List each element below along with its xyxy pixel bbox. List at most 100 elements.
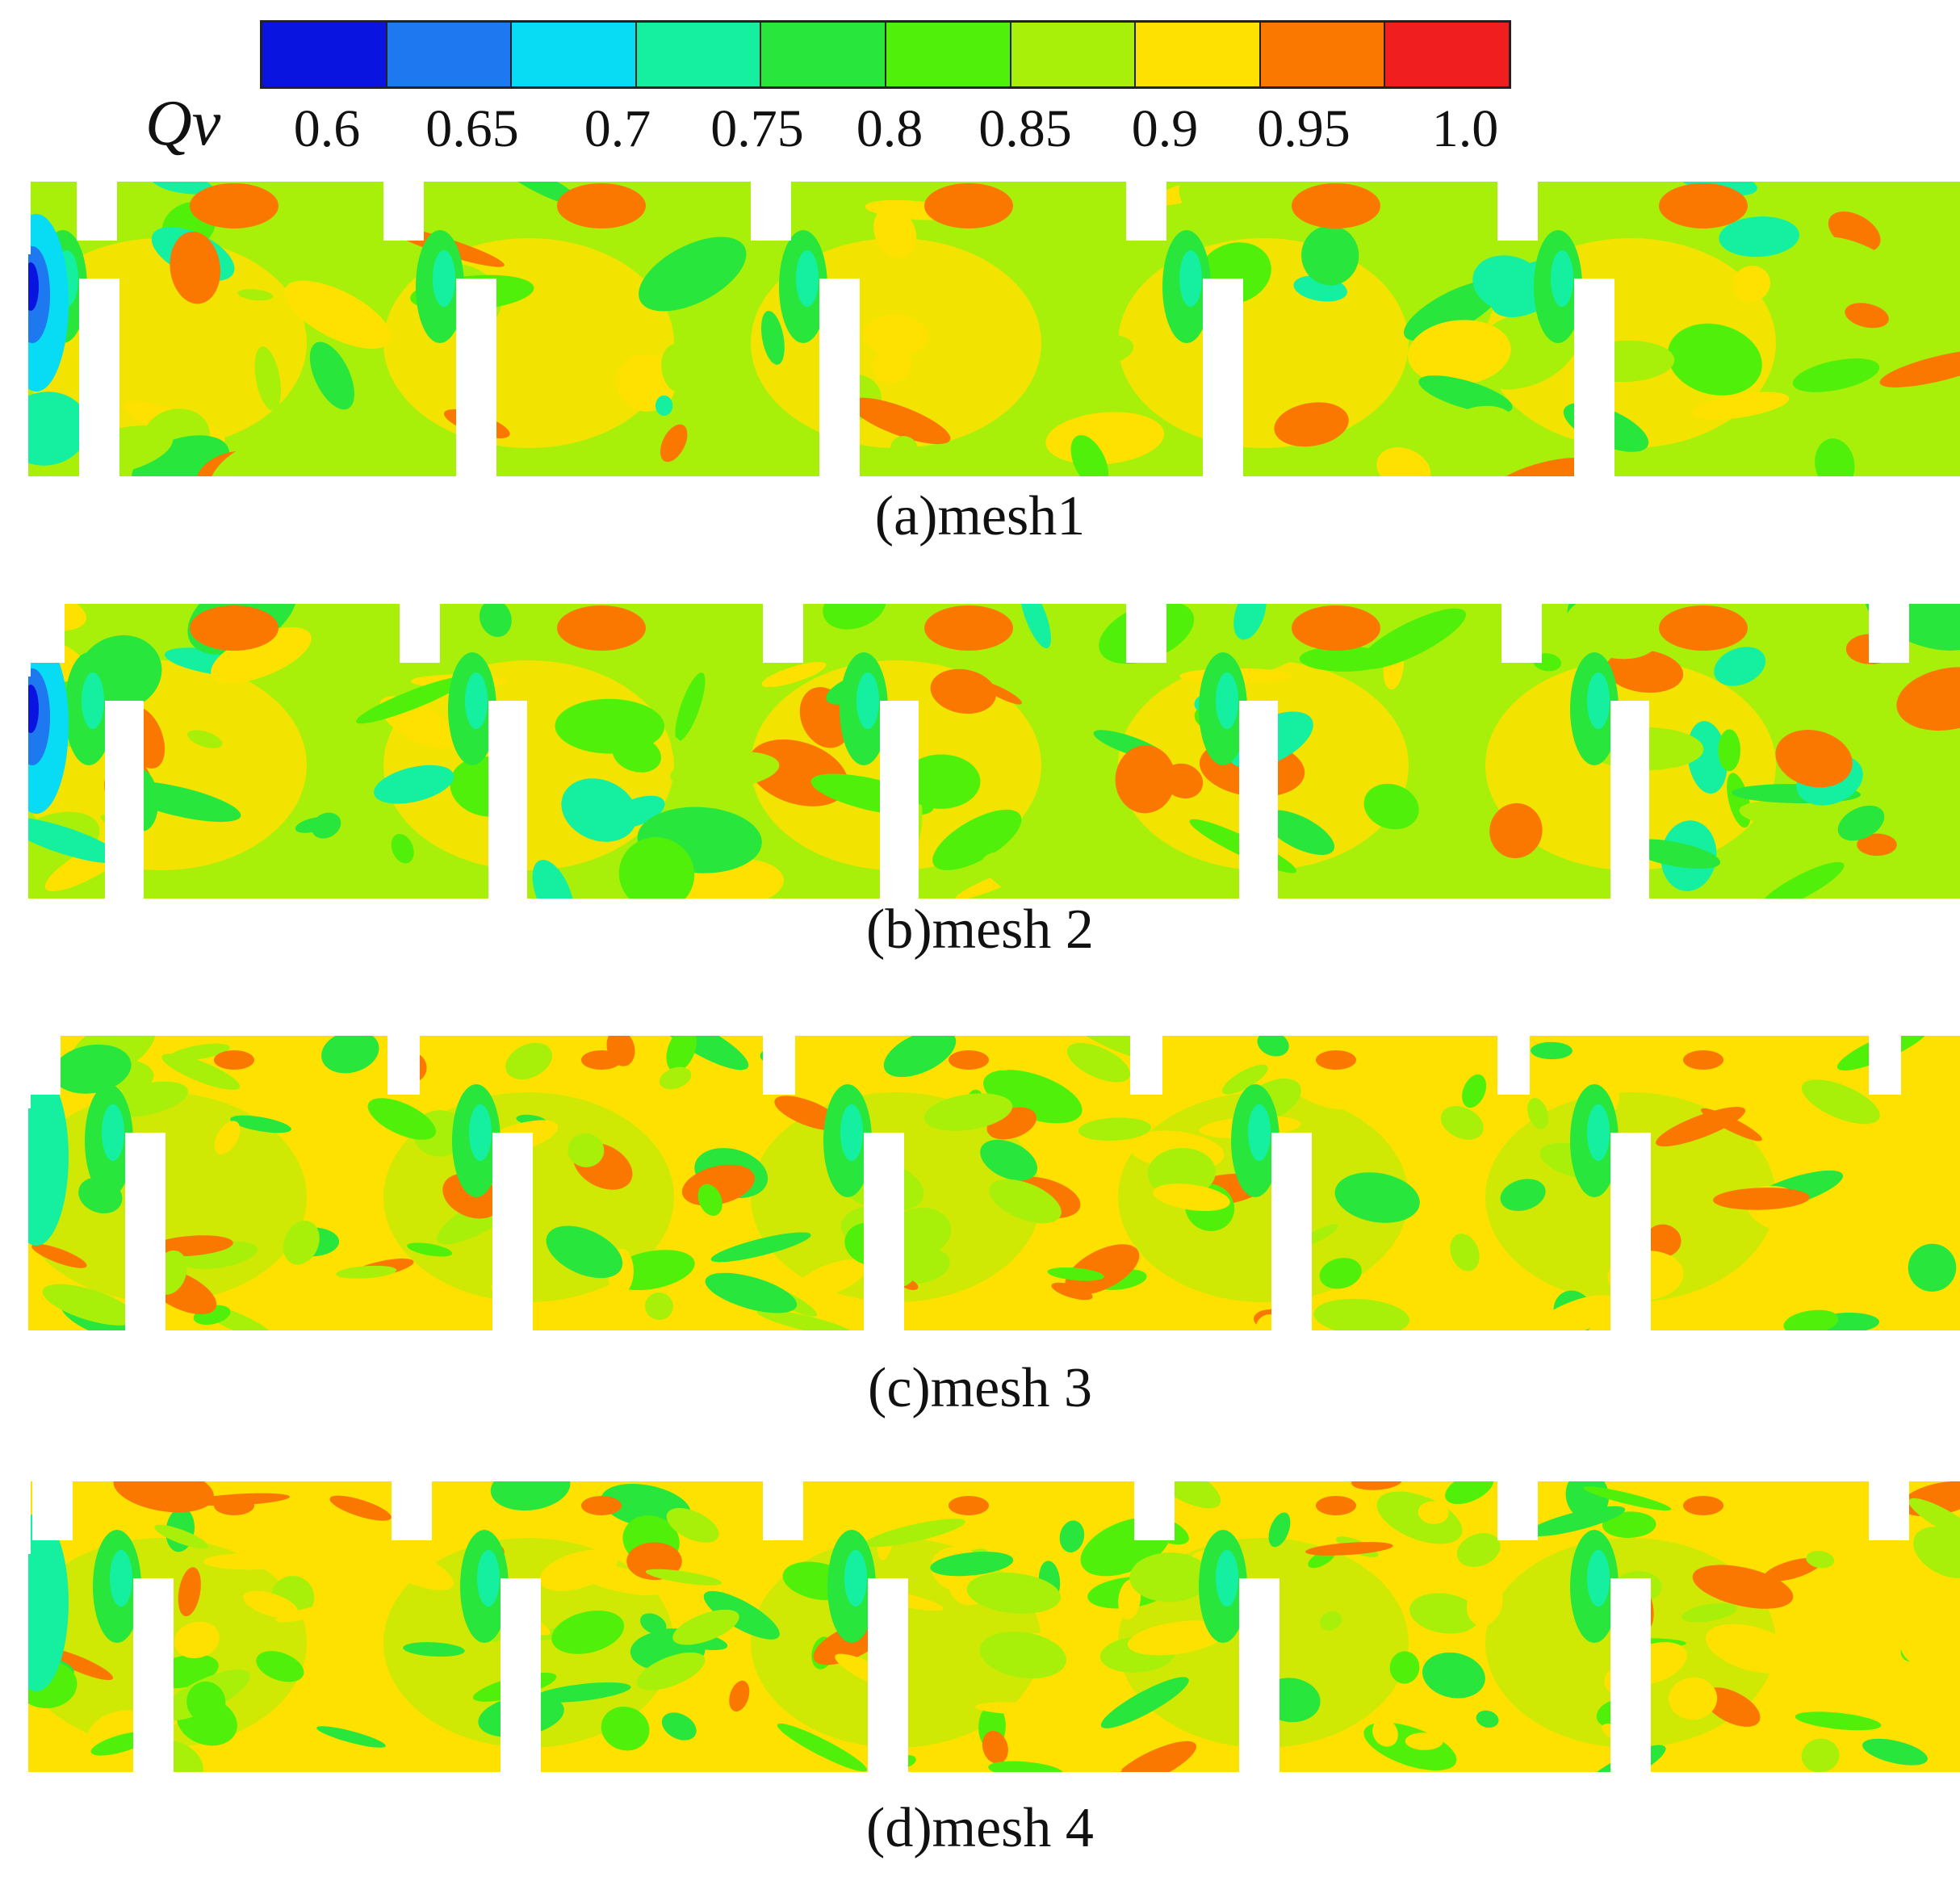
contour-region: [1896, 667, 1960, 731]
contour-region: [1681, 1602, 1737, 1623]
contour-region: [1301, 225, 1359, 286]
contour-region: [546, 1225, 623, 1279]
contour-region: [675, 672, 706, 741]
contour-region: [1795, 1711, 1882, 1731]
contour-region: [28, 1514, 69, 1691]
contour-field: [28, 1036, 1960, 1330]
contour-region: [1692, 1565, 1794, 1609]
contour-region: [1880, 186, 1960, 261]
contour-region: [1659, 605, 1748, 651]
colorbar-segment: [512, 23, 637, 86]
contour-region: [1500, 1179, 1546, 1212]
contour-region: [52, 1044, 132, 1094]
contour-region: [883, 1036, 957, 1078]
contour-region: [186, 1681, 226, 1723]
contour-region: [295, 817, 332, 833]
wall-notch: [383, 180, 424, 241]
contour-region: [947, 1284, 1007, 1309]
contour-region: [1862, 1738, 1928, 1766]
contour-region: [309, 1483, 332, 1503]
colorbar-tick-label: 0.95: [1257, 99, 1351, 158]
contour-region: [1816, 237, 1901, 283]
contour-region: [45, 1648, 114, 1681]
contour-region: [532, 860, 575, 899]
contour-region: [1667, 323, 1762, 396]
contour-region: [581, 1496, 622, 1515]
contour-region: [1376, 447, 1431, 476]
baffle: [105, 701, 144, 900]
contour-region: [760, 311, 785, 365]
panel-caption-mesh2: (b)mesh 2: [866, 899, 1094, 961]
contour-region: [661, 1712, 697, 1741]
contour-region: [612, 735, 661, 773]
contour-region: [465, 672, 488, 729]
contour-region: [1405, 1732, 1443, 1750]
baffle: [1203, 279, 1243, 478]
contour-region: [794, 1259, 868, 1299]
contour-region: [186, 730, 223, 748]
wall-notch: [763, 1480, 803, 1540]
contour-region: [1389, 1651, 1420, 1684]
contour-region: [1070, 434, 1109, 476]
contour-region: [28, 817, 122, 864]
panel-margin: [0, 1481, 31, 1554]
contour-region: [178, 1567, 201, 1617]
contour-region: [1115, 745, 1176, 814]
contour-region: [659, 1066, 692, 1090]
contour-region: [618, 837, 695, 899]
contour-region: [636, 1652, 706, 1690]
contour-region: [729, 1680, 750, 1712]
contour-region: [567, 1133, 605, 1167]
panel-caption-mesh1: (a)mesh1: [874, 485, 1086, 547]
baffle: [1239, 1578, 1279, 1774]
contour-region: [391, 833, 414, 864]
contour-region: [1221, 1064, 1268, 1095]
contour-region: [1705, 1623, 1799, 1674]
contour-region: [1703, 1687, 1761, 1727]
contour-region: [1359, 608, 1466, 669]
contour-region: [856, 672, 879, 729]
contour-region: [1274, 402, 1349, 447]
contour-region: [28, 392, 89, 466]
contour-region: [672, 1609, 739, 1645]
contour-region: [1129, 1552, 1211, 1602]
contour-region: [329, 1495, 392, 1521]
contour-region: [1495, 458, 1589, 476]
contour-region: [1897, 853, 1920, 899]
contour-region: [1440, 1106, 1484, 1140]
contour-region: [1656, 1107, 1746, 1147]
contour-region: [28, 262, 39, 311]
contour-region: [1815, 438, 1855, 476]
contour-region: [469, 1104, 492, 1161]
panel-caption-mesh4: (d)mesh 4: [866, 1797, 1094, 1859]
contour-region: [864, 1519, 965, 1548]
contour-region: [1775, 730, 1853, 788]
contour-region: [1179, 250, 1202, 307]
colorbar-segment: [262, 23, 387, 86]
contour-region: [477, 1550, 500, 1607]
colorbar-tick-label: 0.65: [425, 99, 519, 158]
contour-region: [1908, 1243, 1957, 1292]
wall-notch: [1497, 180, 1538, 241]
contour-region: [1059, 1520, 1085, 1552]
contour-region: [658, 1036, 749, 1070]
contour-region: [1719, 216, 1800, 258]
wall-notch: [1869, 602, 1909, 663]
contour-region: [1069, 1481, 1164, 1515]
contour-region: [490, 1481, 571, 1511]
contour-region: [1078, 334, 1134, 365]
baffle: [864, 1133, 904, 1332]
contour-region: [1879, 349, 1960, 388]
contour-region: [774, 1096, 841, 1131]
colorbar-tick-label: 0.9: [1131, 99, 1199, 158]
baffle: [1271, 1133, 1312, 1332]
contour-region: [161, 1054, 241, 1090]
contour-region: [1127, 1620, 1227, 1656]
contour-region: [666, 1036, 697, 1072]
baffle: [125, 1133, 165, 1332]
colorbar-symbol: Qv: [145, 88, 221, 159]
contour-panel-mesh3: [0, 1034, 1960, 1332]
contour-region: [214, 1496, 254, 1515]
contour-region: [321, 1036, 379, 1074]
contour-region: [230, 1115, 291, 1133]
